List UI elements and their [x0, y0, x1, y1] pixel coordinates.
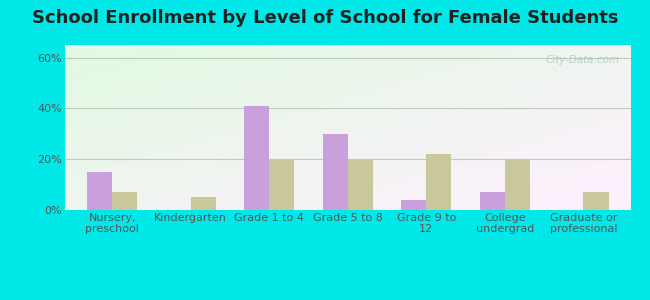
Text: School Enrollment by Level of School for Female Students: School Enrollment by Level of School for… — [32, 9, 618, 27]
Bar — [322, 134, 348, 210]
Bar — [584, 192, 608, 210]
Bar — [190, 197, 216, 210]
Bar — [426, 154, 452, 210]
Bar — [112, 192, 137, 210]
Bar — [269, 159, 294, 210]
Bar — [401, 200, 426, 210]
Bar — [480, 192, 505, 210]
Bar — [87, 172, 112, 210]
Bar — [244, 106, 269, 210]
Text: City-Data.com: City-Data.com — [545, 55, 619, 65]
Bar — [348, 159, 373, 210]
Bar — [505, 159, 530, 210]
